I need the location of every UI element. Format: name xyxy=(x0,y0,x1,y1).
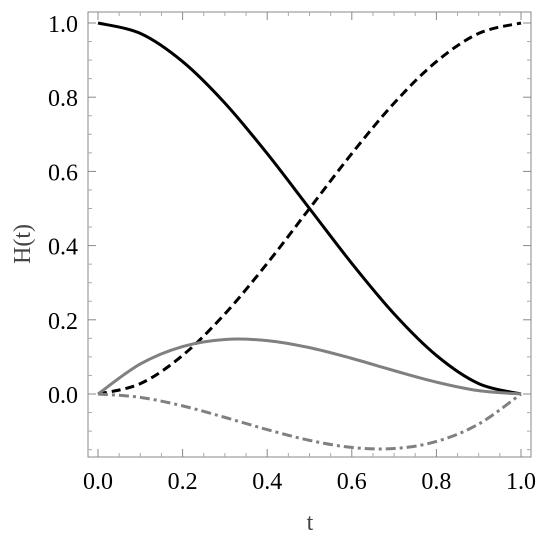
y-tick-label: 0.4 xyxy=(48,235,78,261)
series-line-3 xyxy=(97,337,522,396)
x-tick-label: 0.2 xyxy=(168,469,198,495)
series-line-1 xyxy=(97,21,522,396)
y-tick-label: 0.2 xyxy=(48,309,78,335)
ticks xyxy=(88,12,531,457)
plot-frame xyxy=(87,11,532,458)
x-tick-label: 1.0 xyxy=(506,469,536,495)
x-axis-label: t xyxy=(307,510,314,536)
x-tick-label: 0.0 xyxy=(83,469,113,495)
series-line-4 xyxy=(97,392,522,451)
x-tick-label: 0.4 xyxy=(252,469,282,495)
y-axis-label: H(t) xyxy=(10,224,36,264)
tick-labels: 0.0 0.2 0.4 0.6 0.8 1.0 0.0 0.2 0.4 0.6 0.8 1.0 xyxy=(48,12,536,495)
x-tick-label: 0.8 xyxy=(421,469,451,495)
y-tick-label: 0.8 xyxy=(48,86,78,112)
x-tick-label: 0.6 xyxy=(337,469,367,495)
series-lines xyxy=(97,21,522,451)
y-tick-label: 0.6 xyxy=(48,160,78,186)
y-tick-label: 0.0 xyxy=(48,383,78,409)
series-line-2 xyxy=(97,21,522,396)
y-tick-label: 1.0 xyxy=(48,12,78,38)
